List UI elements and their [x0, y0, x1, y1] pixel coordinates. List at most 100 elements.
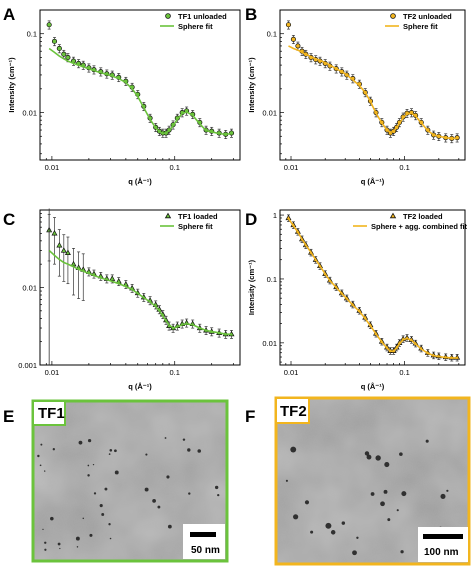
panel-label-d: D	[245, 210, 257, 229]
chart-a: 0.01 0.1 0.01 0.1 q (Å⁻¹) Intensity (cm⁻¹) TF1…	[7, 9, 241, 186]
particle	[285, 479, 288, 482]
particle	[290, 446, 297, 453]
particle	[145, 453, 148, 456]
particle	[425, 439, 429, 443]
particle	[164, 437, 167, 439]
particle	[82, 517, 84, 520]
legend-marker	[164, 212, 172, 219]
legend-label: Sphere fit	[403, 22, 438, 31]
particle	[76, 546, 79, 548]
y-tick-label: 0.01	[22, 284, 37, 293]
particle	[366, 454, 372, 460]
panel-label-f: F	[245, 407, 255, 426]
particle	[44, 548, 47, 551]
x-tick-label: 0.01	[45, 368, 60, 377]
particle	[108, 523, 111, 526]
x-tick-label: 0.01	[284, 368, 299, 377]
y-tick-label: 0.1	[267, 275, 277, 284]
data-point	[290, 36, 296, 42]
data-point	[51, 229, 58, 236]
particle	[166, 475, 170, 479]
data-point	[285, 22, 292, 28]
particle	[325, 522, 332, 529]
legend-label: TF1 loaded	[178, 212, 218, 221]
legend-label: Sphere fit	[178, 222, 213, 231]
particle-dots	[37, 437, 220, 551]
image-label-tf1: TF1	[38, 405, 65, 422]
particle	[384, 461, 390, 468]
particle	[396, 509, 399, 512]
data-point	[109, 275, 116, 281]
particle	[75, 536, 80, 541]
particle-dots	[285, 439, 449, 556]
particle	[157, 505, 161, 509]
y-axis-label: Intensity (cm⁻¹)	[247, 259, 256, 315]
particle	[87, 464, 90, 467]
y-axis-label: Intensity (cm⁻¹)	[247, 57, 256, 113]
data-point	[60, 247, 67, 253]
chart-c: 0.01 0.1 0.001 0.01 q (Å⁻¹) TF1 loadedSphere …	[18, 208, 241, 391]
data-point	[295, 43, 301, 49]
particle	[87, 439, 92, 443]
particle	[99, 504, 103, 508]
legend-label: TF2 unloaded	[403, 12, 452, 21]
particle	[370, 492, 375, 496]
particle	[40, 443, 43, 446]
scale-bar-box	[418, 527, 468, 562]
particle	[42, 528, 44, 531]
data-point	[64, 249, 71, 255]
plot-frame	[279, 209, 466, 366]
particle	[167, 524, 172, 529]
particle	[440, 493, 446, 499]
y-tick-label: 0.01	[22, 109, 37, 118]
y-tick-label: 0.01	[262, 109, 277, 118]
panel-label-b: B	[245, 5, 257, 24]
x-tick-label: 0.1	[170, 368, 180, 377]
x-axis-label: q (Å⁻¹)	[361, 177, 385, 186]
tem-border	[274, 396, 471, 566]
particle	[101, 513, 105, 516]
particle	[78, 440, 83, 445]
data-point	[51, 38, 58, 44]
panel-label-a: A	[3, 5, 15, 24]
particle	[401, 491, 407, 497]
legend-label: Sphere + agg. combined fit	[371, 222, 468, 231]
tem-border	[31, 399, 229, 563]
particle	[93, 492, 97, 495]
particle	[152, 498, 156, 503]
fit-line	[287, 218, 458, 359]
particle	[37, 454, 40, 458]
particle	[104, 487, 108, 491]
panel-label-e: E	[3, 407, 14, 426]
legend-label: Sphere fit	[178, 22, 213, 31]
particle	[304, 500, 310, 505]
particle	[114, 449, 117, 453]
scale-bar-label: 50 nm	[191, 545, 220, 556]
particle	[330, 530, 336, 535]
particle	[39, 464, 42, 467]
particle	[400, 550, 404, 554]
particle	[310, 530, 314, 534]
legend-marker	[165, 13, 171, 19]
particle	[182, 438, 186, 441]
particle	[92, 463, 95, 466]
particle	[383, 489, 388, 494]
particle	[214, 485, 219, 490]
scale-bar	[190, 532, 216, 537]
x-axis-label: q (Å⁻¹)	[128, 177, 152, 186]
data-point	[65, 54, 71, 61]
y-tick-label: 1	[273, 211, 277, 220]
plot-frame	[39, 9, 241, 161]
chart-b: 0.01 0.1 0.01 0.1 q (Å⁻¹) Intensity (cm⁻¹) TF2…	[247, 9, 466, 186]
panel-label-c: C	[3, 210, 15, 229]
legend-label: TF1 unloaded	[178, 12, 227, 21]
plot-frame	[279, 9, 466, 161]
particle	[59, 547, 61, 550]
y-tick-label: 0.1	[267, 30, 277, 39]
particle	[187, 448, 191, 452]
image-label-tf2: TF2	[280, 403, 307, 420]
fit-line	[288, 45, 458, 140]
x-axis-label: q (Å⁻¹)	[128, 382, 152, 391]
particle	[364, 451, 370, 456]
particle	[114, 470, 119, 475]
